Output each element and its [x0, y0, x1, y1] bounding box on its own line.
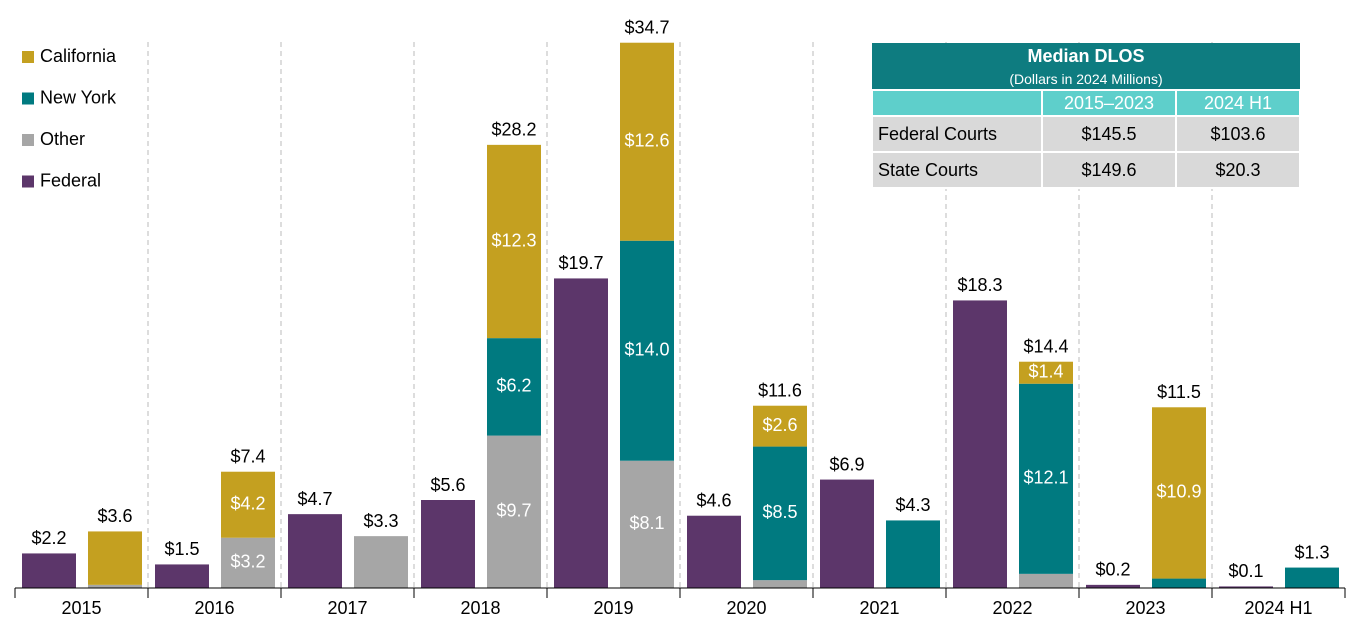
legend-swatch	[22, 134, 34, 146]
x-tick-label: 2020	[726, 598, 766, 618]
legend-label: Federal	[40, 170, 101, 190]
data-label: $5.6	[430, 475, 465, 495]
bar-segment	[354, 536, 408, 588]
segment-label: $6.2	[496, 376, 531, 396]
bar-segment	[620, 42, 674, 241]
segment-label: $8.5	[762, 502, 797, 522]
total-label: $11.6	[758, 380, 802, 400]
segment-label: $12.1	[1023, 468, 1068, 488]
bar-segment	[1285, 567, 1339, 588]
segment-label: $9.7	[496, 501, 531, 521]
segment-label: $1.4	[1028, 361, 1063, 381]
segment-label: $8.1	[629, 513, 664, 533]
bar	[288, 514, 342, 588]
table-title: Median DLOS	[872, 43, 1300, 69]
bar-segment	[620, 460, 674, 588]
x-tick-label: 2021	[859, 598, 899, 618]
segment-label: $4.2	[230, 493, 265, 513]
total-label: $7.4	[230, 446, 265, 466]
bar	[687, 515, 741, 588]
bar-segment	[1152, 407, 1206, 579]
bar	[953, 300, 1007, 588]
bar	[22, 553, 76, 588]
legend-swatch	[22, 92, 34, 105]
bar-segment	[753, 405, 807, 447]
legend-label: Other	[40, 129, 85, 149]
cell: $103.6	[1175, 115, 1301, 153]
bar-segment	[1019, 361, 1073, 384]
x-tick-label: 2016	[194, 598, 234, 618]
x-tick-label: 2023	[1125, 598, 1165, 618]
bar-segment	[221, 471, 275, 538]
data-label: $0.2	[1095, 560, 1130, 580]
data-label: $6.9	[829, 454, 864, 474]
bar-segment	[487, 144, 541, 339]
total-label: $11.5	[1157, 382, 1201, 402]
x-tick-label: 2018	[460, 598, 500, 618]
data-label: $18.3	[957, 275, 1002, 295]
segment-label: $14.0	[624, 339, 669, 359]
bar	[554, 278, 608, 588]
total-label: $3.6	[97, 506, 132, 526]
data-label: $19.7	[558, 253, 603, 273]
bar	[421, 500, 475, 588]
bar-segment	[753, 446, 807, 581]
legend-swatch	[22, 51, 34, 63]
table-subtitle: (Dollars in 2024 Millions)	[872, 69, 1300, 90]
total-label: $14.4	[1023, 336, 1068, 356]
summary-table: Median DLOS (Dollars in 2024 Millions) 2…	[871, 43, 1301, 189]
segment-label: $12.6	[624, 130, 669, 150]
bar-segment	[886, 520, 940, 588]
bar	[155, 564, 209, 588]
legend-label: California	[40, 46, 117, 66]
total-label: $4.3	[895, 495, 930, 515]
bar-segment	[1019, 573, 1073, 588]
bar-segment	[221, 537, 275, 588]
row-label: Federal Courts	[871, 115, 1043, 153]
x-tick-label: 2017	[327, 598, 367, 618]
segment-label: $3.2	[230, 552, 265, 572]
segment-label: $12.3	[491, 230, 536, 250]
bar-segment	[88, 584, 142, 588]
bar-segment	[753, 580, 807, 588]
cell: $149.6	[1041, 151, 1177, 189]
data-label: $0.1	[1228, 561, 1263, 581]
column-header: 2024 H1	[1175, 89, 1301, 117]
total-label: $34.7	[624, 17, 669, 37]
x-tick-label: 2024 H1	[1244, 598, 1312, 618]
data-label: $2.2	[31, 528, 66, 548]
column-header: 2015–2023	[1041, 89, 1177, 117]
bar	[820, 479, 874, 588]
cell: $20.3	[1175, 151, 1301, 189]
legend-swatch	[22, 175, 34, 188]
row-label: State Courts	[871, 151, 1043, 189]
bar-segment	[1019, 383, 1073, 574]
segment-label: $10.9	[1156, 482, 1201, 502]
header-blank	[871, 89, 1043, 117]
segment-label: $2.6	[762, 415, 797, 435]
x-tick-label: 2022	[992, 598, 1032, 618]
data-label: $4.6	[696, 490, 731, 510]
bar-segment	[620, 240, 674, 461]
total-label: $28.2	[491, 120, 536, 140]
bar-segment	[487, 435, 541, 588]
x-tick-label: 2019	[593, 598, 633, 618]
bar	[1219, 586, 1273, 588]
bar	[1086, 584, 1140, 588]
data-label: $4.7	[297, 489, 332, 509]
bar-segment	[88, 531, 142, 585]
total-label: $1.3	[1294, 542, 1329, 562]
x-tick-label: 2015	[61, 598, 101, 618]
bar-segment	[487, 338, 541, 436]
legend-label: New York	[40, 87, 117, 107]
data-label: $1.5	[164, 539, 199, 559]
cell: $145.5	[1041, 115, 1177, 153]
bar-segment	[1152, 578, 1206, 588]
total-label: $3.3	[363, 511, 398, 531]
